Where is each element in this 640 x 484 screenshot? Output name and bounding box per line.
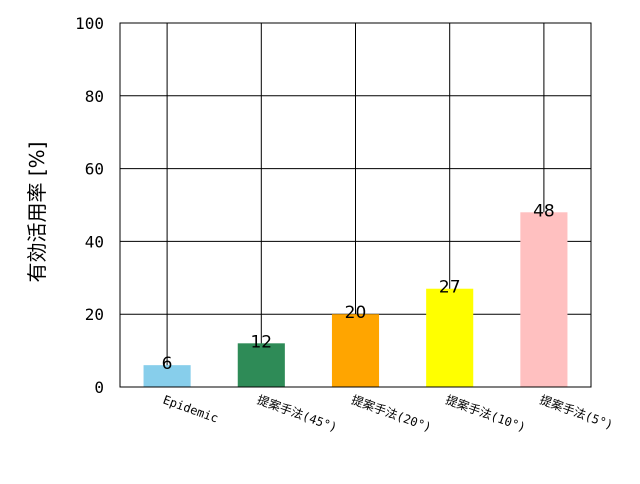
bar-value-label: 48 [533, 201, 555, 221]
y-tick-label: 60 [85, 160, 104, 179]
x-category-label: 提案手法(10°) [444, 392, 528, 435]
y-tick-label: 80 [85, 87, 104, 106]
bar [237, 343, 285, 387]
y-tick-label: 0 [94, 378, 104, 397]
x-category-label: 提案手法(5°) [538, 392, 615, 432]
x-category-label: Epidemic [161, 393, 220, 426]
bar-layer [143, 212, 568, 387]
bar [520, 212, 568, 387]
bar [143, 365, 191, 387]
bar-value-label: 12 [250, 332, 272, 352]
bar-value-label: 27 [439, 278, 461, 298]
bar [426, 288, 474, 387]
y-axis-title: 有効活用率 [%] [25, 142, 49, 283]
plot-frame [119, 22, 592, 388]
x-category-label: 提案手法(45°) [255, 392, 339, 435]
y-tick-label: 40 [85, 232, 104, 251]
bar-value-label: 6 [162, 354, 173, 374]
x-category-label: 提案手法(20°) [349, 392, 433, 435]
y-tick-label: 20 [85, 305, 104, 324]
bar-value-label: 20 [345, 303, 367, 323]
y-tick-label: 100 [75, 14, 104, 33]
bar [331, 314, 380, 387]
